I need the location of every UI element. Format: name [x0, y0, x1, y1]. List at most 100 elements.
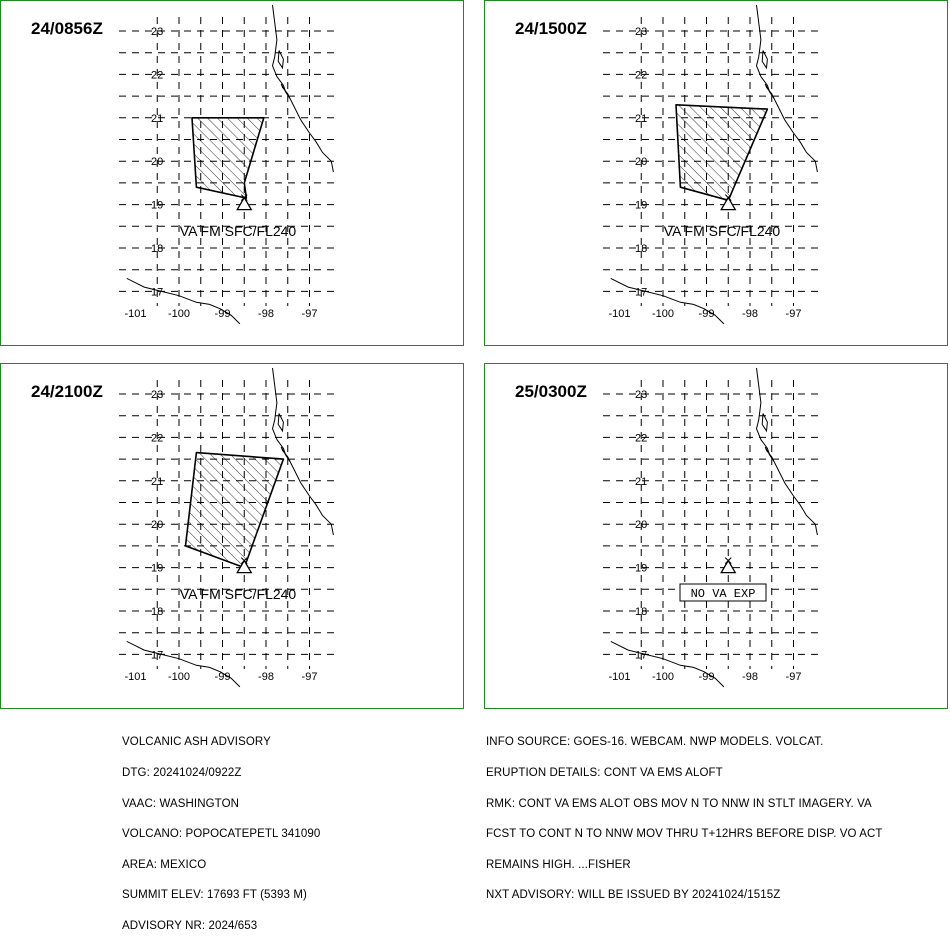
- lon-tick-label: -97: [786, 308, 802, 320]
- va-level-label: VA FM SFC/FL240: [180, 586, 297, 602]
- lagoon-outline: [277, 413, 284, 433]
- volcano-icon: [240, 194, 248, 201]
- advisory-line: NXT ADVISORY: WILL BE ISSUED BY 20241024…: [486, 889, 781, 902]
- map-svg-2: 23 22 21 20 19 18 17 -101 -100 -99 -98 -97 VA FM SFC…: [603, 4, 820, 325]
- panel-time-4: 25/0300Z: [515, 382, 587, 401]
- advisory-line: ADVISORY NR: 2024/653: [122, 919, 258, 932]
- lagoon-outline: [761, 50, 768, 70]
- lon-tick-label: -101: [608, 671, 630, 683]
- advisory-line: ERUPTION DETAILS: CONT VA EMS ALOFT: [486, 767, 723, 779]
- map-panel-3: 23 22 21 20 19 18 17 -101 -100 -99 -98 -97 VA FM SFC…: [0, 363, 464, 709]
- map-panel-1: 23 22 21 20 19 18 17 -101 -100 -99 -98 -97 VA FM SFC…: [0, 0, 464, 346]
- lat-tick-label: 21: [151, 113, 163, 125]
- lat-tick-label: 19: [635, 563, 647, 575]
- advisory-line: FCST TO CONT N TO NNW MOV THRU T+12HRS B…: [486, 828, 883, 841]
- advisory-line: AREA: MEXICO: [122, 858, 207, 871]
- lon-tick-label: -98: [258, 671, 274, 683]
- advisory-line: INFO SOURCE: GOES-16. WEBCAM. NWP MODELS…: [486, 736, 824, 749]
- lat-tick-label: 19: [151, 563, 163, 575]
- lon-tick-label: -98: [258, 308, 274, 320]
- pacific-coastline: [126, 640, 241, 688]
- lat-tick-label: 21: [635, 476, 647, 488]
- lon-tick-label: -99: [699, 671, 715, 683]
- advisory-line: DTG: 20241024/0922Z: [122, 767, 242, 779]
- no-va-label: NO VA EXP: [691, 587, 756, 601]
- gulf-coastline: [755, 367, 818, 536]
- lat-tick-label: 23: [635, 389, 647, 401]
- volcano-icon: [236, 559, 253, 574]
- volcano-icon: [724, 194, 732, 201]
- lat-tick-label: 21: [151, 476, 163, 488]
- lagoon-outline: [761, 413, 768, 433]
- lat-tick-label: 17: [635, 649, 647, 661]
- lat-tick-label: 20: [151, 519, 163, 531]
- advisory-info-left: VOLCANIC ASH ADVISORY DTG: 20241024/0922…: [122, 717, 320, 941]
- advisory-line: VAAC: WASHINGTON: [122, 797, 240, 810]
- map-panel-4: 23 22 21 20 19 18 17 -101 -100 -99 -98 -97 NO VA EXP…: [484, 363, 948, 709]
- lat-tick-label: 17: [151, 649, 163, 661]
- lat-tick-label: 23: [151, 26, 163, 38]
- map-svg-1: 23 22 21 20 19 18 17 -101 -100 -99 -98 -97 VA FM SFC…: [119, 4, 336, 325]
- va-level-label: VA FM SFC/FL240: [180, 223, 297, 239]
- lat-tick-label: 22: [151, 432, 163, 444]
- volcano-icon: [720, 559, 737, 574]
- pacific-coastline: [610, 640, 725, 688]
- panel-time-2: 24/1500Z: [515, 19, 587, 38]
- lat-tick-label: 18: [635, 243, 647, 255]
- no-va-label-box: [679, 583, 767, 602]
- gulf-coastline: [271, 367, 334, 536]
- map-svg-4: 23 22 21 20 19 18 17 -101 -100 -99 -98 -97 NO VA EXP: [603, 367, 820, 688]
- gulf-coastline: [271, 4, 334, 173]
- lon-tick-label: -98: [742, 308, 758, 320]
- lat-tick-label: 19: [151, 200, 163, 212]
- lat-tick-label: 21: [635, 113, 647, 125]
- ash-cloud-polygon: [191, 117, 265, 199]
- pacific-coastline: [610, 277, 725, 325]
- lat-tick-label: 20: [151, 156, 163, 168]
- volcano-icon: [240, 557, 248, 564]
- lat-tick-label: 17: [635, 286, 647, 298]
- lat-tick-label: 22: [635, 432, 647, 444]
- lon-tick-label: -100: [652, 308, 674, 320]
- lon-tick-label: -100: [652, 671, 674, 683]
- lon-tick-label: -99: [215, 308, 231, 320]
- advisory-line: RMK: CONT VA EMS ALOT OBS MOV N TO NNW I…: [486, 797, 872, 810]
- lat-tick-label: 20: [635, 156, 647, 168]
- ash-cloud-polygon: [675, 104, 769, 202]
- panel-time-1: 24/0856Z: [31, 19, 103, 38]
- pacific-coastline: [126, 277, 241, 325]
- volcano-icon: [236, 196, 253, 211]
- ash-cloud-polygon: [184, 451, 285, 569]
- lon-tick-label: -100: [168, 308, 190, 320]
- lon-tick-label: -101: [608, 308, 630, 320]
- lon-tick-label: -101: [124, 308, 146, 320]
- lat-tick-label: 23: [635, 26, 647, 38]
- advisory-line: SUMMIT ELEV: 17693 FT (5393 M): [122, 889, 307, 902]
- lon-tick-label: -100: [168, 671, 190, 683]
- advisory-line: VOLCANO: POPOCATEPETL 341090: [122, 828, 321, 841]
- lat-tick-label: 20: [635, 519, 647, 531]
- advisory-info-right: INFO SOURCE: GOES-16. WEBCAM. NWP MODELS…: [486, 717, 883, 911]
- lat-tick-label: 23: [151, 389, 163, 401]
- tamiahua-lagoon-outline: [280, 446, 291, 462]
- map-svg-3: 23 22 21 20 19 18 17 -101 -100 -99 -98 -97 VA FM SFC…: [119, 367, 336, 688]
- va-level-label: VA FM SFC/FL240: [664, 223, 781, 239]
- map-panel-2: 23 22 21 20 19 18 17 -101 -100 -99 -98 -97 VA FM SFC…: [484, 0, 948, 346]
- lon-tick-label: -99: [215, 671, 231, 683]
- lon-tick-label: -99: [699, 308, 715, 320]
- lat-tick-label: 18: [151, 606, 163, 618]
- volcano-icon: [720, 196, 737, 211]
- lat-tick-label: 18: [635, 606, 647, 618]
- lat-tick-label: 22: [151, 69, 163, 81]
- tamiahua-lagoon-outline: [764, 83, 775, 99]
- lon-tick-label: -101: [124, 671, 146, 683]
- tamiahua-lagoon-outline: [764, 446, 775, 462]
- lon-tick-label: -97: [302, 308, 318, 320]
- lat-tick-label: 18: [151, 243, 163, 255]
- advisory-line: REMAINS HIGH. ...FISHER: [486, 858, 631, 871]
- volcano-icon: [724, 557, 732, 564]
- lon-tick-label: -97: [786, 671, 802, 683]
- tamiahua-lagoon-outline: [280, 83, 291, 99]
- gulf-coastline: [755, 4, 818, 173]
- lon-tick-label: -97: [302, 671, 318, 683]
